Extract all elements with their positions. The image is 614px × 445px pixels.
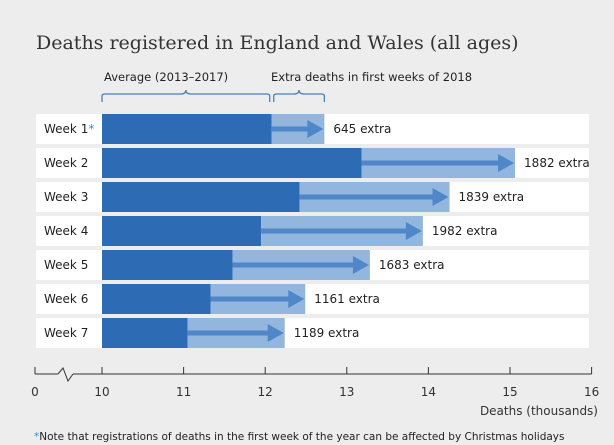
extra-arrow-head [498,154,515,172]
category-label: Week 3 [44,190,88,204]
footnote: *Note that registrations of deaths in th… [34,431,564,443]
category-label: Week 4 [44,224,88,238]
tick-label: 12 [258,385,273,399]
tick-label: 16 [584,385,599,399]
extra-arrow-head [432,188,449,206]
category-note-marker: * [88,122,94,136]
extra-arrow-shaft [232,262,354,268]
extra-arrow-shaft [187,330,269,336]
extra-arrow-head [288,290,305,308]
tick-label: 0 [31,385,39,399]
category-label: Week 7 [44,326,88,340]
bar-row: Week 6 1161 extra [36,284,589,314]
average-bar [102,318,188,348]
bar-row: Week 7 1189 extra [36,318,589,348]
extra-arrow-head [352,256,369,274]
extra-value-label: 645 extra [333,122,391,136]
bar-rows: Week 1* 645 extra Week 2 1882 extra Week 3 18… [36,114,590,348]
extra-arrow-head [405,222,422,240]
footnote-marker: * [34,431,39,443]
extra-arrow-shaft [361,160,500,166]
average-bracket [101,89,271,102]
average-bar [102,114,272,144]
bar-row: Week 5 1683 extra [36,250,589,280]
bar-row: Week 3 1839 extra [36,182,589,212]
x-axis: 0 10 11 12 13 14 15 16 [31,367,599,399]
extra-arrow-shaft [210,296,290,302]
extra-value-label: 1189 extra [294,326,360,340]
extra-value-label: 1683 extra [379,258,445,272]
extra-value-label: 1839 extra [459,190,525,204]
average-bar [102,250,233,280]
average-bar [102,216,262,246]
axis-break-mark [57,367,74,383]
category-label: Week 5 [44,258,88,272]
extra-arrow-shaft [299,194,434,200]
extra-arrow-head [307,120,324,138]
tick-label: 15 [502,385,517,399]
category-label: Week 2 [44,156,88,170]
category-label: Week 6 [44,292,88,306]
extra-arrow-shaft [271,126,309,132]
extra-value-label: 1982 extra [432,224,498,238]
bar-row: Week 2 1882 extra [36,148,590,178]
extra-value-label: 1882 extra [524,156,590,170]
footnote-text: Note that registrations of deaths in the… [39,431,564,443]
chart-title: Deaths registered in England and Wales (… [36,32,519,54]
legend-brackets [101,89,326,102]
average-bar [102,284,211,314]
x-axis-label: Deaths (thousands) [480,404,598,418]
tick-label: 13 [339,385,354,399]
legend-extra-label: Extra deaths in first weeks of 2018 [271,70,472,84]
tick-label: 11 [176,385,191,399]
extra-bracket [273,89,326,102]
tick-label: 10 [94,385,109,399]
average-bar [102,148,362,178]
category-label: Week 1* [44,122,94,136]
extra-arrow-head [267,324,284,342]
legend-average-label: Average (2013–2017) [104,70,228,84]
bar-row: Week 1* 645 extra [36,114,589,144]
tick-label: 14 [421,385,436,399]
average-bar [102,182,300,212]
extra-value-label: 1161 extra [314,292,380,306]
bar-row: Week 4 1982 extra [36,216,589,246]
extra-arrow-shaft [261,228,407,234]
